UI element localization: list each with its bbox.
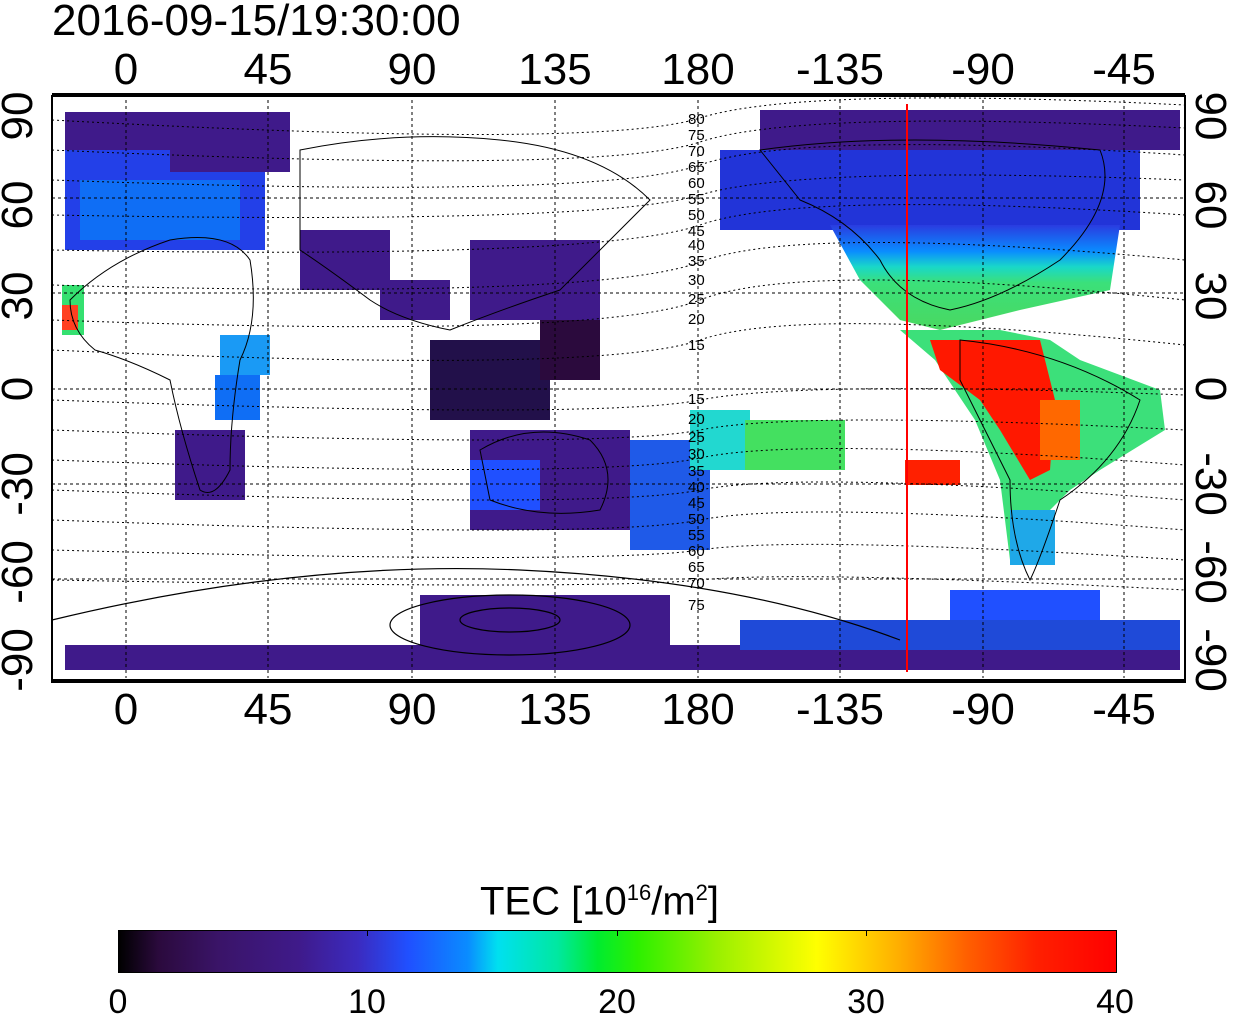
colorbar-label: 40: [1096, 983, 1134, 1021]
frame-ticks: [52, 93, 1185, 683]
svg-text:35: 35: [688, 463, 705, 480]
colorbar-tick: [367, 930, 368, 936]
bottom-tick-label: -90: [951, 685, 1015, 734]
svg-text:15: 15: [688, 337, 705, 354]
tec-colorbar: [118, 930, 1117, 973]
top-tick-label: -90: [951, 45, 1015, 94]
colorbar-label: 30: [847, 983, 885, 1021]
svg-text:75: 75: [688, 597, 705, 614]
svg-text:65: 65: [688, 559, 705, 576]
svg-text:45: 45: [688, 223, 705, 240]
svg-text:15: 15: [688, 391, 705, 408]
bottom-tick-label: -45: [1092, 685, 1156, 734]
svg-text:20: 20: [688, 311, 705, 328]
contour-labels: 80 75 70 65 60 55 50 45 40 35 30 25 20 1…: [688, 111, 705, 614]
svg-text:20: 20: [688, 411, 705, 428]
magnetic-pole-contours: [51, 567, 901, 656]
svg-text:45: 45: [688, 495, 705, 512]
svg-text:65: 65: [688, 159, 705, 176]
svg-text:35: 35: [688, 253, 705, 270]
svg-text:40: 40: [688, 479, 705, 496]
svg-text:40: 40: [688, 237, 705, 254]
colorbar-tick: [866, 930, 867, 936]
top-tick-label: 180: [661, 45, 735, 94]
svg-text:55: 55: [688, 191, 705, 208]
svg-text:50: 50: [688, 207, 705, 224]
svg-text:25: 25: [688, 429, 705, 446]
timestamp-title: 2016-09-15/19:30:00: [52, 0, 461, 45]
bottom-tick-label: -135: [795, 685, 885, 734]
tec-world-map: 80 75 70 65 60 55 50 45 40 35 30 25 20 1…: [51, 93, 1186, 683]
bottom-tick-label: 0: [113, 685, 139, 734]
top-tick-label: 90: [387, 45, 437, 94]
top-tick-label: 135: [518, 45, 592, 94]
graticule: [52, 100, 1185, 678]
colorbar-title: TEC [1016/m2]: [480, 879, 720, 924]
svg-text:30: 30: [688, 272, 705, 289]
svg-text:25: 25: [688, 291, 705, 308]
colorbar-label: 20: [598, 983, 636, 1021]
svg-text:70: 70: [688, 143, 705, 160]
svg-text:30: 30: [688, 446, 705, 463]
bottom-tick-label: 90: [387, 685, 437, 734]
coastlines: [69, 136, 1141, 582]
colorbar-label: 10: [348, 983, 386, 1021]
svg-text:70: 70: [688, 575, 705, 592]
svg-text:50: 50: [688, 511, 705, 528]
top-tick-label: -45: [1092, 45, 1156, 94]
svg-text:80: 80: [688, 111, 705, 128]
svg-text:60: 60: [688, 543, 705, 560]
bottom-tick-label: 135: [518, 685, 592, 734]
svg-text:75: 75: [688, 127, 705, 144]
top-tick-label: -135: [795, 45, 885, 94]
svg-text:60: 60: [688, 175, 705, 192]
top-tick-label: 0: [113, 45, 139, 94]
colorbar-label: 0: [108, 983, 128, 1021]
bottom-tick-label: 180: [661, 685, 735, 734]
top-tick-label: 45: [243, 45, 293, 94]
svg-text:55: 55: [688, 527, 705, 544]
contour-lines: [51, 97, 1186, 591]
bottom-tick-label: 45: [243, 685, 293, 734]
colorbar-tick: [617, 930, 618, 936]
